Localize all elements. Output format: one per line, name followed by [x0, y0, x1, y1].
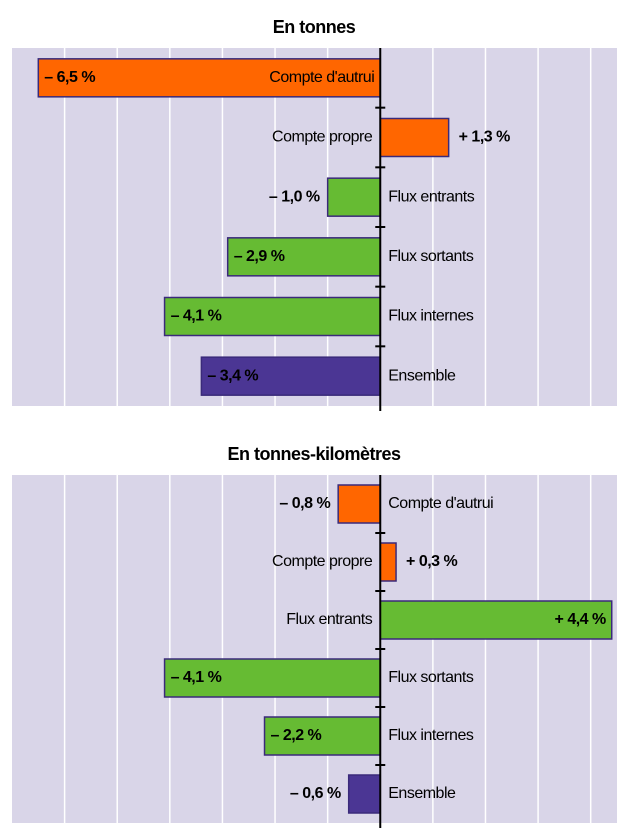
bar — [163, 296, 382, 337]
plot-background — [12, 475, 617, 823]
bar — [379, 542, 397, 582]
category-label: Flux internes — [388, 727, 474, 744]
category-label: Flux sortants — [388, 669, 474, 686]
bar — [347, 774, 382, 814]
bar — [263, 716, 382, 756]
category-label: Ensemble — [388, 785, 456, 802]
value-label: – 2,2 % — [271, 727, 322, 744]
category-label: Flux entrants — [388, 188, 474, 205]
category-label: Ensemble — [388, 367, 456, 384]
value-label: – 4,1 % — [171, 669, 222, 686]
chart-title: En tonnes-kilomètres — [227, 444, 401, 464]
bar — [379, 600, 613, 640]
bar — [337, 484, 382, 524]
value-label: – 3,4 % — [207, 367, 258, 384]
category-label: Flux internes — [388, 308, 474, 325]
value-label: + 1,3 % — [459, 129, 510, 146]
value-label: – 0,6 % — [290, 785, 341, 802]
chart-title: En tonnes — [273, 17, 356, 37]
value-label: – 1,0 % — [269, 188, 320, 205]
bar — [200, 356, 382, 396]
category-label: Flux entrants — [286, 611, 372, 628]
plot-background — [12, 48, 617, 406]
value-label: + 4,4 % — [555, 611, 606, 628]
category-label: Compte propre — [272, 129, 373, 146]
bar — [326, 177, 382, 217]
bar — [226, 237, 382, 277]
bar — [379, 117, 450, 158]
category-label: Compte d'autrui — [388, 495, 493, 512]
category-label: Compte propre — [272, 553, 373, 570]
value-label: + 0,3 % — [406, 553, 457, 570]
category-label: Flux sortants — [388, 248, 474, 265]
value-label: – 2,9 % — [234, 248, 285, 265]
value-label: – 4,1 % — [171, 308, 222, 325]
bar — [163, 658, 382, 698]
value-label: – 0,8 % — [279, 495, 330, 512]
category-label: Compte d'autrui — [269, 69, 374, 86]
value-label: – 6,5 % — [44, 69, 95, 86]
